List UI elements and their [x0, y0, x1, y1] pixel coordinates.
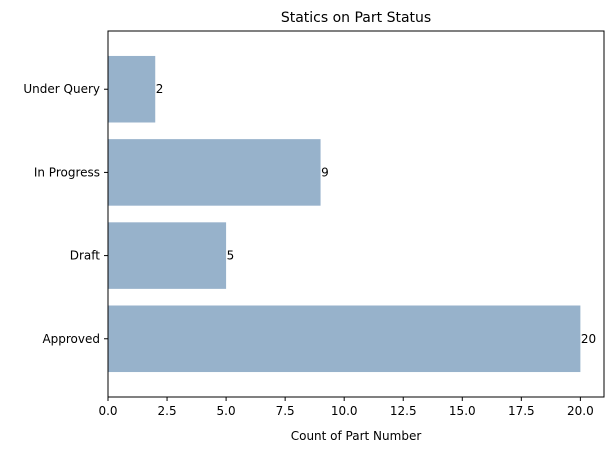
y-tick-label: Draft	[70, 249, 101, 263]
bar-draft	[108, 222, 227, 289]
data-labels-layer: 20 5 9 2	[156, 82, 596, 346]
data-label: 5	[227, 249, 235, 263]
x-tick-label: 17.5	[508, 404, 535, 418]
data-label: 20	[581, 332, 596, 346]
x-tick-label: 12.5	[390, 404, 417, 418]
bar-in-progress	[108, 139, 321, 206]
y-tick-label: Under Query	[23, 82, 100, 96]
x-tick-label: 20.0	[567, 404, 594, 418]
plot-frame	[107, 30, 605, 398]
y-tick-label: Approved	[42, 332, 100, 346]
x-tick-label: 2.5	[158, 404, 177, 418]
data-label: 9	[321, 165, 329, 179]
x-tick-label: 5.0	[217, 404, 236, 418]
x-tick-label: 15.0	[449, 404, 476, 418]
bar-under-query	[108, 55, 156, 123]
bar-approved	[108, 305, 581, 373]
x-tick-label: 7.5	[276, 404, 295, 418]
data-label: 2	[156, 82, 164, 96]
chart-title: Statics on Part Status	[281, 10, 431, 26]
y-tick-label: In Progress	[34, 165, 100, 179]
bars-layer	[108, 55, 581, 373]
x-tick-label: 10.0	[331, 404, 358, 418]
x-axis-label: Count of Part Number	[291, 429, 422, 443]
axes-layer: Approved Draft In Progress Under Query 0.0 2.…	[23, 30, 605, 418]
x-tick-label: 0.0	[98, 404, 117, 418]
